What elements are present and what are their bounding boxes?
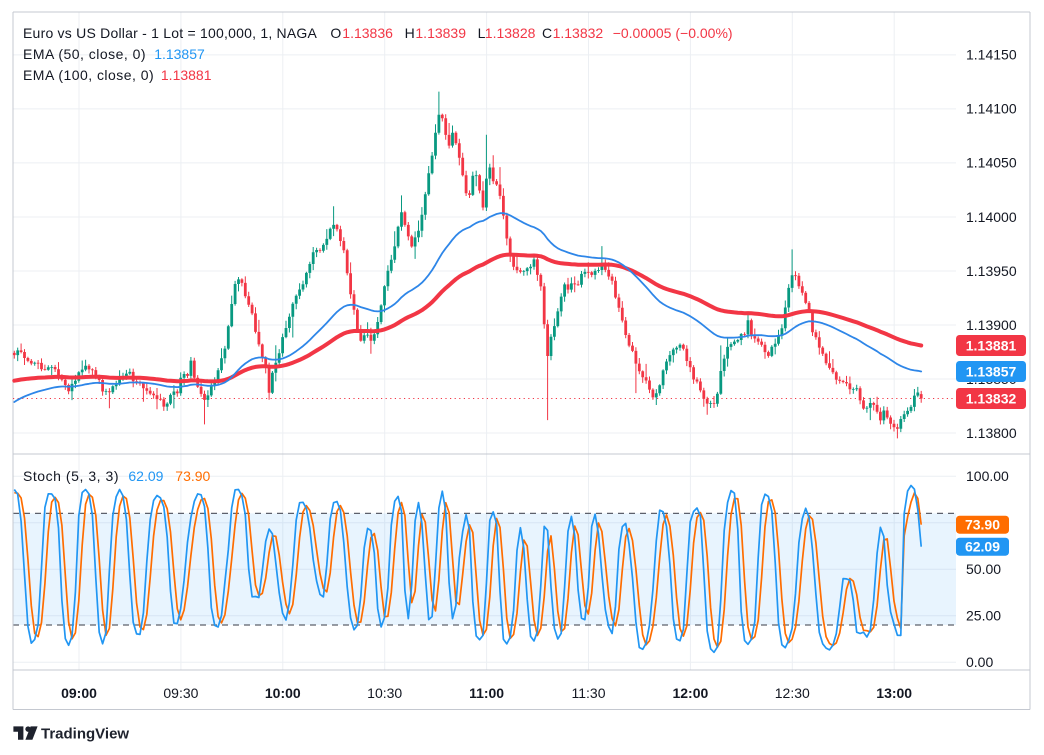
svg-text:10:30: 10:30 [367,685,402,701]
svg-text:C: C [542,25,552,41]
svg-text:1.14050: 1.14050 [966,155,1017,171]
svg-text:62.09: 62.09 [128,468,163,484]
svg-text:09:30: 09:30 [163,685,198,701]
svg-text:1.13857: 1.13857 [966,363,1017,379]
svg-text:1.13832: 1.13832 [966,390,1017,406]
svg-text:1.13832: 1.13832 [553,25,604,41]
svg-text:62.09: 62.09 [965,539,1000,555]
svg-text:TradingView: TradingView [41,726,129,743]
svg-text:H: H [405,25,415,41]
svg-text:1.13881: 1.13881 [966,337,1017,353]
svg-text:Stoch (5, 3, 3): Stoch (5, 3, 3) [23,468,119,484]
svg-text:1.13900: 1.13900 [966,317,1017,333]
svg-text:09:00: 09:00 [61,685,97,701]
svg-text:11:00: 11:00 [469,685,504,701]
svg-text:1.14100: 1.14100 [966,101,1017,117]
svg-text:1.13950: 1.13950 [966,263,1017,279]
svg-text:100.00: 100.00 [966,468,1009,484]
svg-text:EMA (100, close, 0): EMA (100, close, 0) [23,67,154,83]
svg-text:1.13881: 1.13881 [161,67,212,83]
svg-text:10:00: 10:00 [265,685,301,701]
svg-text:EMA (50, close, 0): EMA (50, close, 0) [23,46,146,62]
svg-text:73.90: 73.90 [175,468,210,484]
svg-text:13:00: 13:00 [876,685,912,701]
svg-text:1.14000: 1.14000 [966,209,1017,225]
svg-text:1.13857: 1.13857 [154,46,205,62]
svg-text:50.00: 50.00 [966,561,1001,577]
svg-text:73.90: 73.90 [965,517,1000,533]
svg-text:O: O [330,25,341,41]
svg-text:12:30: 12:30 [775,685,810,701]
svg-text:11:30: 11:30 [572,685,606,701]
svg-text:Euro vs US Dollar - 1 Lot = 10: Euro vs US Dollar - 1 Lot = 100,000, 1, … [23,25,318,41]
svg-text:1.14150: 1.14150 [966,47,1017,63]
svg-text:−0.00005 (−0.00%): −0.00005 (−0.00%) [613,25,733,41]
svg-text:1.13839: 1.13839 [415,25,466,41]
svg-text:25.00: 25.00 [966,608,1001,624]
svg-text:L: L [478,25,486,41]
svg-text:1.13836: 1.13836 [342,25,393,41]
svg-text:1.13800: 1.13800 [966,425,1017,441]
svg-text:12:00: 12:00 [672,685,708,701]
svg-text:0.00: 0.00 [966,654,993,670]
svg-text:1.13828: 1.13828 [485,25,536,41]
